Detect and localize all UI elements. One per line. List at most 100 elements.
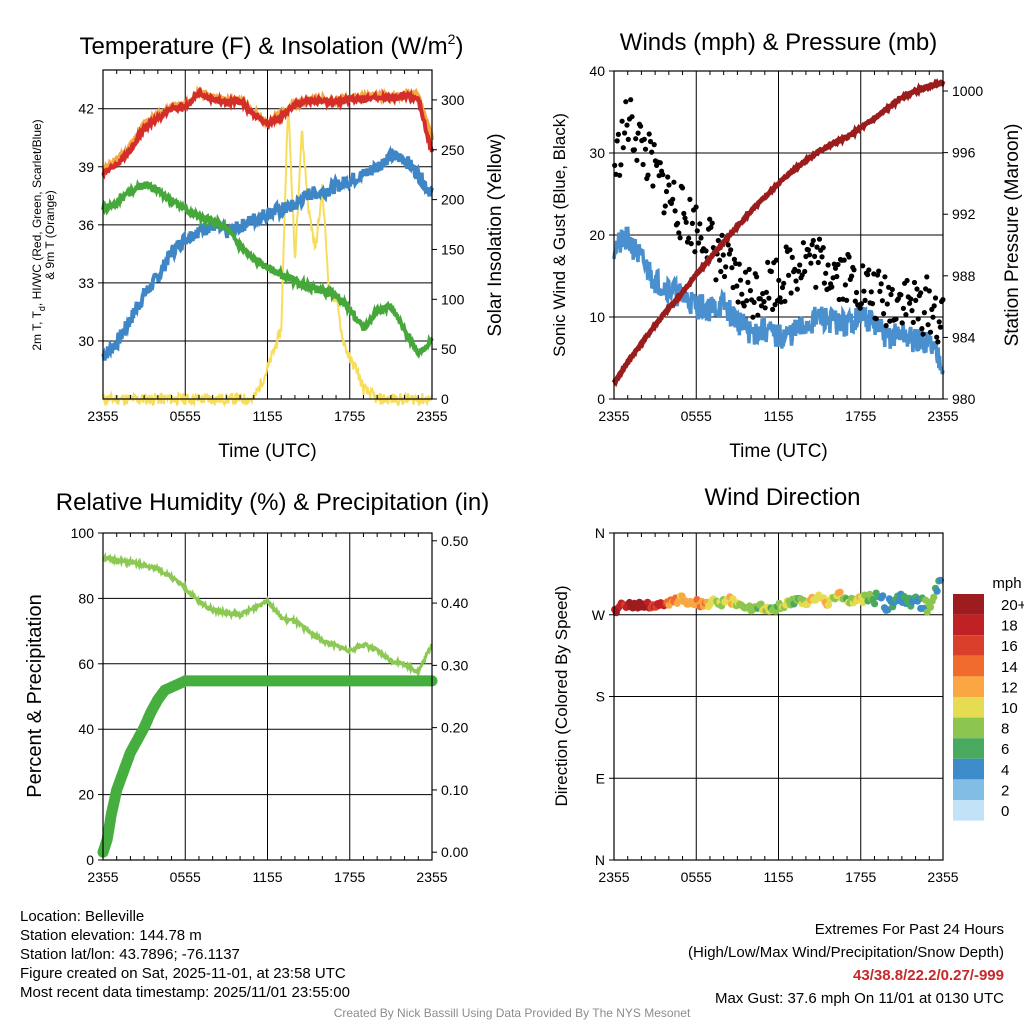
gust-point xyxy=(737,277,744,283)
dir-ytick-label: N xyxy=(595,852,605,868)
temp-ylabel-sub: d xyxy=(37,306,47,311)
rh-y2tick-label: 0.00 xyxy=(441,844,468,860)
gust-point xyxy=(889,286,895,293)
gust-point xyxy=(913,297,919,303)
direction-point xyxy=(936,576,945,584)
legend-swatch xyxy=(953,758,984,780)
wind-y2tick-label: 988 xyxy=(952,268,976,284)
gust-point xyxy=(841,257,847,263)
gust-point xyxy=(776,277,782,283)
temp-ytick-label: 36 xyxy=(78,217,94,233)
gust-point xyxy=(660,172,666,178)
gust-point xyxy=(642,146,649,152)
gust-point xyxy=(650,183,656,189)
wind-ytick-label: 40 xyxy=(589,63,605,79)
gust-point xyxy=(728,247,734,253)
legend-swatch xyxy=(953,676,984,697)
dir-xtick-label: 2355 xyxy=(598,869,629,885)
gust-point xyxy=(683,219,689,225)
gust-point xyxy=(874,272,881,278)
wind-xtick-label: 2355 xyxy=(598,408,629,424)
dir-ytick-label: S xyxy=(596,689,605,705)
gust-point xyxy=(770,306,776,312)
legend-label: 2 xyxy=(1001,782,1009,799)
temp-title-close: ) xyxy=(455,33,463,60)
dir-chart-title: Wind Direction xyxy=(704,484,860,511)
gust-point xyxy=(617,172,623,178)
gust-point xyxy=(909,308,915,314)
gust-point xyxy=(879,298,886,304)
gust-point xyxy=(877,288,883,294)
gust-point xyxy=(723,264,729,270)
legend-label: 16 xyxy=(1001,638,1018,655)
dir-ytick-label: W xyxy=(592,607,606,623)
gust-point xyxy=(763,289,770,295)
gust-point xyxy=(844,297,850,303)
gust-point xyxy=(821,280,828,286)
gust-point xyxy=(638,123,644,129)
legend-swatch xyxy=(953,635,984,656)
legend-label: 18 xyxy=(1001,618,1018,635)
temp-y2label-text: Solar Insolation (Yellow) xyxy=(485,133,506,336)
gust-point xyxy=(866,267,872,273)
temp-xlabel: Time (UTC) xyxy=(218,441,317,462)
temp-ytick-label: 42 xyxy=(78,101,94,117)
gust-point xyxy=(893,316,899,322)
gust-point xyxy=(612,162,618,168)
gust-point xyxy=(846,254,852,260)
gust-point xyxy=(772,302,778,308)
gust-point xyxy=(810,237,816,244)
temp-y2tick-label: 0 xyxy=(441,391,449,407)
gust-point xyxy=(745,279,751,285)
direction-point xyxy=(824,601,833,609)
station-latlon: Station lat/lon: 43.7896; -76.1137 xyxy=(20,946,240,963)
wind-ytick-label: 20 xyxy=(589,227,605,243)
speed-legend: mph 20+ 18 16 14 12 10 8 6 4 2 0 xyxy=(953,575,1024,821)
rh-panel: 2355 0555 1155 1755 23550204060801000.000.10… xyxy=(24,489,489,885)
rh-ytick-label: 40 xyxy=(78,721,94,737)
gust-point xyxy=(853,289,860,296)
gust-point xyxy=(619,118,625,124)
gust-point xyxy=(708,224,714,230)
gust-point xyxy=(640,161,646,168)
gust-point xyxy=(782,298,788,304)
temp-ylabel-line2: & 9m T (Orange) xyxy=(43,190,57,280)
credit-line: Created By Nick Bassill Using Data Provi… xyxy=(333,1006,691,1020)
gust-point xyxy=(899,320,905,326)
gust-point xyxy=(623,99,629,105)
gust-point xyxy=(720,252,726,258)
legend-label: 10 xyxy=(1001,700,1018,717)
gust-point xyxy=(666,182,672,188)
gust-point xyxy=(794,286,800,292)
gust-point xyxy=(789,254,795,260)
gust-point xyxy=(661,210,667,216)
windchill-line xyxy=(101,144,434,361)
gust-point xyxy=(689,220,696,226)
gust-point xyxy=(802,268,808,275)
gust-point xyxy=(793,278,799,284)
gust-point xyxy=(835,261,841,268)
extremes-subheading: (High/Low/Max Wind/Precipitation/Snow De… xyxy=(688,944,1004,961)
gust-point xyxy=(736,261,742,267)
rh-xtick-label: 0555 xyxy=(170,869,201,885)
legend-label: 6 xyxy=(1001,741,1009,758)
gust-point xyxy=(888,291,894,298)
gust-point xyxy=(675,220,681,226)
temp-xtick-label: 0555 xyxy=(170,408,201,424)
legend-label: 0 xyxy=(1001,803,1009,820)
gust-point xyxy=(719,232,725,238)
wind-ylabel: Sonic Wind & Gust (Blue, Black) xyxy=(550,113,569,357)
rh-line xyxy=(102,551,433,679)
temp-y2tick-label: 100 xyxy=(441,291,465,307)
gust-point xyxy=(703,248,709,254)
temp-ytick-label: 39 xyxy=(78,159,94,175)
gust-point xyxy=(787,247,793,253)
dir-xtick-label: 1755 xyxy=(845,869,876,885)
gust-point xyxy=(729,265,735,271)
temp-xtick-label: 1155 xyxy=(252,408,282,424)
gust-point xyxy=(688,241,694,247)
gust-point xyxy=(907,300,913,306)
gust-point xyxy=(862,297,868,303)
gust-point xyxy=(762,305,768,311)
